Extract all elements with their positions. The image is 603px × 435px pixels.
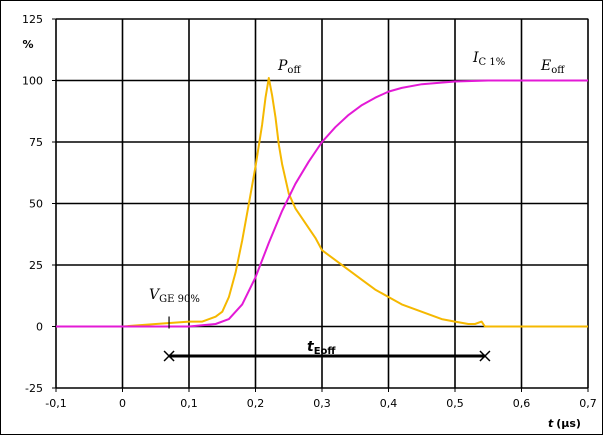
x-tick-label: 0,7 [579,397,597,410]
cross-marker [479,350,491,362]
vge-90pct-label: VGE 90% [149,287,200,305]
x-tick-label: -0,1 [45,397,66,410]
y-tick-label: 100 [22,75,43,88]
x-tick-label: 0,6 [513,397,531,410]
x-tick-label: 0,4 [380,397,398,410]
series-line-e-off [56,79,588,328]
y-tick-label: 25 [29,259,43,272]
y-tick-label: 0 [36,321,43,334]
y-tick-label: -25 [25,382,43,395]
e-off-label: Eoff [540,58,565,76]
series-lines [56,77,588,328]
y-axis-label: % [22,38,33,51]
annotation-marks [163,316,491,362]
cross-marker [163,350,175,362]
series-line-p-off [56,77,588,328]
t-eoff-label: tEoff [307,339,336,357]
p-off-label: Poff [277,58,301,76]
x-tick-label: 0,5 [446,397,464,410]
grid [52,18,589,392]
tick-labels: -0,1 0 0,1 0,2 0,3 0,4 0,5 0,6 0,7 -25 0 25 50 75 100 1… [22,13,597,410]
x-tick-label: 0,1 [180,397,198,410]
x-tick-label: 0 [119,397,126,410]
x-tick-label: 0,3 [313,397,331,410]
y-tick-label: 125 [22,13,43,26]
x-tick-label: 0,2 [247,397,265,410]
ic-1pct-label: IC 1% [472,50,505,68]
x-axis-label: t (µs) [548,417,581,430]
y-tick-label: 50 [29,198,43,211]
y-tick-label: 75 [29,136,43,149]
